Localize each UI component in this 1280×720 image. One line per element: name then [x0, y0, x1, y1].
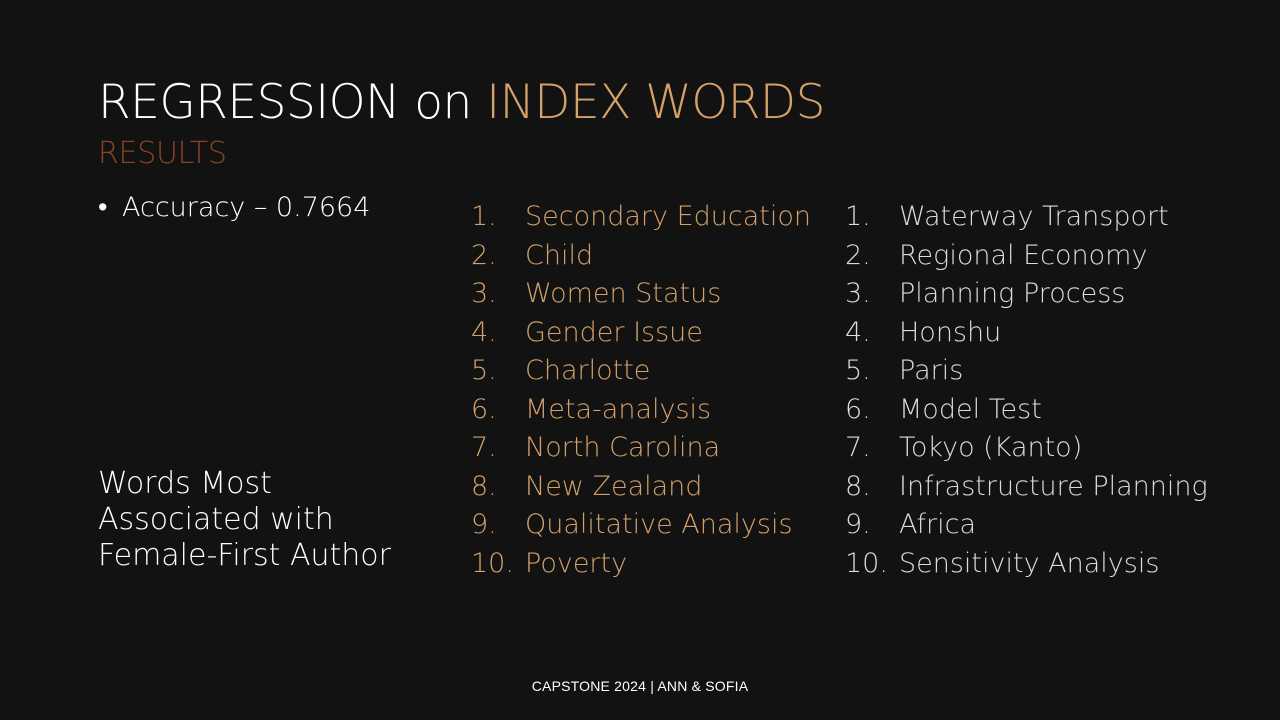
item-word: Infrastructure Planning	[899, 470, 1208, 502]
item-number: 4.	[471, 316, 497, 348]
list-item: 7. Tokyo (Kanto)	[845, 429, 1208, 468]
item-word: Child	[525, 239, 594, 271]
item-word: Paris	[899, 355, 964, 386]
item-number: 2.	[845, 239, 871, 271]
item-number: 9.	[845, 509, 871, 540]
list-item: 3. Women Status	[471, 275, 811, 314]
item-number: 3.	[471, 278, 497, 309]
item-number: 1.	[471, 201, 497, 232]
list-item: 6. Model Test	[845, 391, 1208, 430]
title-part-2: INDEX WORDS	[486, 75, 825, 130]
item-word: New Zealand	[525, 470, 703, 502]
item-number: 4.	[845, 316, 871, 348]
item-word: Qualitative Analysis	[525, 509, 793, 540]
other-words-list: 1. Waterway Transport 2. Regional Economy …	[845, 198, 1208, 583]
item-word: Charlotte	[525, 355, 651, 386]
item-word: Poverty	[525, 547, 628, 579]
item-word: Waterway Transport	[899, 201, 1169, 232]
item-number: 7.	[845, 432, 871, 463]
bullet-dot: •	[98, 192, 108, 223]
item-word: Africa	[899, 509, 977, 540]
item-word: Meta-analysis	[525, 393, 712, 425]
item-number: 5.	[471, 355, 497, 386]
item-word: North Carolina	[525, 432, 721, 463]
item-word: Model Test	[899, 393, 1042, 425]
slide-footer: CAPSTONE 2024 | ANN & SOFIA	[531, 678, 749, 694]
list-item: 5. Charlotte	[471, 352, 811, 391]
item-word: Planning Process	[899, 278, 1126, 309]
item-number: 2.	[471, 239, 497, 271]
association-label: Words Most Associated with Female-First …	[98, 466, 391, 573]
item-number: 9.	[471, 509, 497, 540]
list-item: 4. Honshu	[845, 314, 1208, 353]
list-item: 9. Africa	[845, 506, 1208, 545]
slide-title: REGRESSION on INDEX WORDS	[98, 75, 825, 130]
item-number: 7.	[471, 432, 497, 463]
item-word: Women Status	[525, 278, 722, 309]
item-word: Regional Economy	[899, 239, 1148, 271]
item-number: 1.	[845, 201, 871, 232]
list-item: 10. Poverty	[471, 545, 811, 584]
item-word: Tokyo (Kanto)	[899, 432, 1083, 463]
list-item: 8. Infrastructure Planning	[845, 468, 1208, 507]
accuracy-text: Accuracy – 0.7664	[122, 192, 371, 223]
item-number: 3.	[845, 278, 871, 309]
item-number: 10.	[845, 547, 888, 579]
item-number: 8.	[845, 470, 871, 502]
list-item: 10. Sensitivity Analysis	[845, 545, 1208, 584]
list-item: 1. Secondary Education	[471, 198, 811, 237]
female-words-list: 1. Secondary Education 2. Child 3. Women St…	[471, 198, 811, 583]
item-number: 6.	[471, 393, 497, 425]
list-item: 6. Meta-analysis	[471, 391, 811, 430]
list-item: 8. New Zealand	[471, 468, 811, 507]
list-item: 2. Child	[471, 237, 811, 276]
accuracy-bullet: • Accuracy – 0.7664	[98, 192, 370, 223]
item-number: 10.	[471, 547, 514, 579]
list-item: 3. Planning Process	[845, 275, 1208, 314]
item-number: 8.	[471, 470, 497, 502]
item-number: 5.	[845, 355, 871, 386]
item-word: Secondary Education	[525, 201, 811, 232]
list-item: 7. North Carolina	[471, 429, 811, 468]
item-word: Honshu	[899, 316, 1002, 348]
item-number: 6.	[845, 393, 871, 425]
title-part-1: REGRESSION on	[98, 75, 487, 130]
list-item: 2. Regional Economy	[845, 237, 1208, 276]
list-item: 5. Paris	[845, 352, 1208, 391]
item-word: Gender Issue	[525, 316, 703, 348]
list-item: 1. Waterway Transport	[845, 198, 1208, 237]
slide-subtitle: RESULTS	[98, 136, 227, 171]
list-item: 4. Gender Issue	[471, 314, 811, 353]
list-item: 9. Qualitative Analysis	[471, 506, 811, 545]
item-word: Sensitivity Analysis	[899, 547, 1160, 579]
